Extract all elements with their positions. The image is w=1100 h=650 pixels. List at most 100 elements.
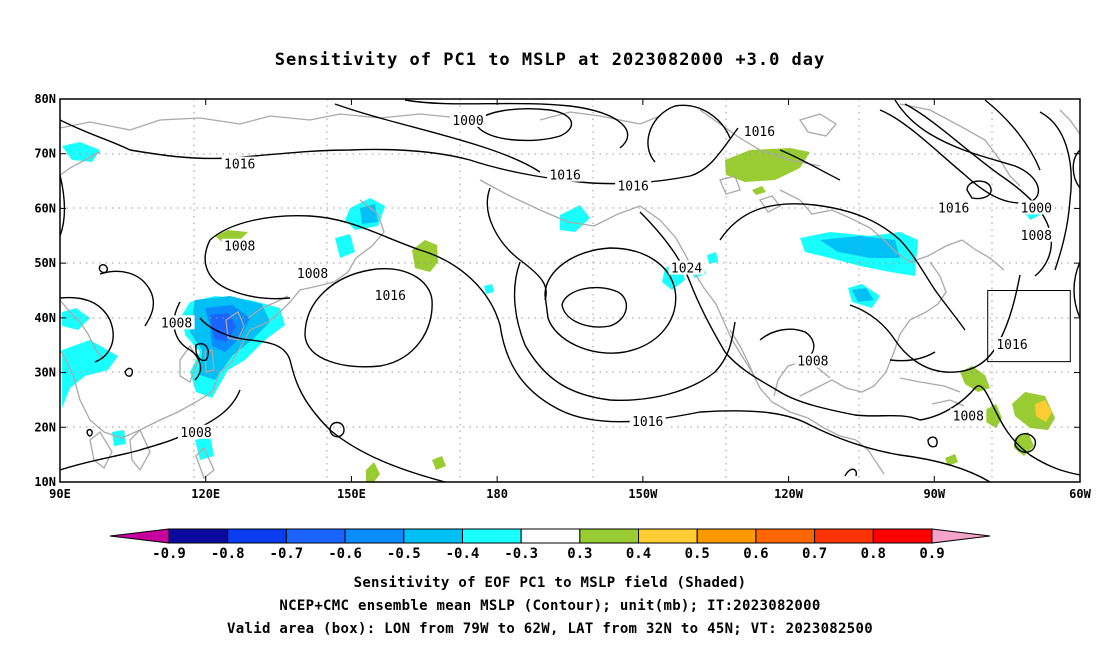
lon-tick-label: 90E (49, 487, 71, 501)
colorbar-low-triangle (109, 528, 170, 544)
coastline (729, 329, 757, 381)
lat-tick-label: 40N (34, 311, 56, 325)
shade-positive (725, 148, 810, 182)
lon-tick-label: 120W (774, 487, 804, 501)
mslp-contour (927, 436, 938, 448)
shade-negative (62, 308, 90, 330)
coastline (961, 239, 1005, 271)
contour-label-bg (994, 337, 1030, 352)
shade-negative (484, 284, 494, 294)
coastline (719, 175, 741, 195)
mslp-contour (919, 385, 1080, 476)
colorbar-label: -0.4 (446, 546, 480, 562)
contour-label: 1008 (180, 426, 211, 441)
shade-positive (960, 366, 990, 392)
colorbar-swatch (755, 528, 816, 544)
contour-label-bg (668, 260, 705, 275)
contour-label-bg (1018, 227, 1055, 242)
coastline (204, 349, 215, 373)
mslp-contour (209, 215, 991, 482)
coastline (1059, 109, 1080, 135)
valid-area-box (987, 290, 1071, 363)
colorbar-label: 0.4 (626, 546, 651, 562)
contour-label: 1016 (996, 338, 1027, 353)
shade-positive (412, 240, 438, 272)
contour-label-bg (221, 238, 258, 253)
colorbar-label: 0.9 (919, 546, 944, 562)
contour-label-bg (294, 266, 331, 281)
contour-label: 1016 (617, 180, 648, 195)
shade-negative-strong (360, 204, 378, 224)
coastline (639, 205, 857, 441)
colorbar-swatch (579, 528, 640, 544)
shade-positive (366, 462, 380, 482)
mslp-contour (334, 103, 541, 173)
mslp-contour (779, 149, 841, 181)
lon-tick-label: 60W (1069, 487, 1091, 501)
colorbar-label: 0.8 (861, 546, 886, 562)
mslp-contour (904, 103, 1052, 277)
colorbar-swatch (696, 528, 757, 544)
colorbar-swatch (168, 528, 229, 544)
mslp-contour (1073, 261, 1080, 319)
contour-label-bg (741, 123, 778, 138)
shade-positive (945, 454, 958, 466)
contour-label: 1016 (375, 289, 406, 304)
lat-tick-label: 50N (34, 256, 56, 270)
mslp-contour (404, 99, 629, 149)
contour-label: 1016 (549, 169, 580, 184)
mslp-contour (329, 421, 345, 438)
coastline (195, 446, 215, 480)
shade-positive (985, 404, 1002, 428)
coastline (798, 113, 837, 137)
coastline (799, 261, 947, 397)
mslp-contour (98, 263, 109, 274)
contour-label: 1016 (224, 158, 255, 173)
colorbar-label: -0.8 (211, 546, 245, 562)
mslp-contour (304, 268, 433, 368)
contour-label-bg (1018, 200, 1055, 215)
mslp-contour (195, 343, 209, 362)
contour-label-bg (547, 167, 584, 182)
lat-tick-label: 70N (34, 147, 56, 161)
coastline (60, 151, 101, 176)
mslp-contour (1072, 149, 1080, 189)
mslp-contour (475, 108, 573, 142)
mslp-contours (60, 99, 1080, 482)
colorbar-high-triangle (931, 528, 991, 544)
contour-label-bg (615, 178, 652, 193)
shade-negative (560, 205, 590, 232)
mslp-contour (99, 270, 154, 327)
contour-label-bg (372, 287, 409, 302)
shade-negative (335, 234, 355, 258)
contour-label: 1016 (744, 125, 775, 140)
mslp-contour (889, 351, 936, 362)
mslp-contour (60, 389, 241, 471)
colorbar-label: -0.6 (328, 546, 362, 562)
mslp-contour (60, 296, 114, 363)
mslp-contour (1039, 111, 1072, 271)
shade-positive (752, 186, 766, 195)
mslp-contour (513, 261, 736, 401)
lon-tick-label: 150W (628, 487, 658, 501)
coastline (931, 399, 965, 407)
lat-tick-label: 80N (34, 92, 56, 106)
colorbar-swatch (872, 528, 933, 544)
contour-label: 1008 (297, 267, 328, 282)
contour-label-bg (178, 424, 214, 439)
coastline (899, 103, 1021, 187)
contour-label: 1016 (938, 201, 969, 216)
colorbar-swatch (461, 528, 522, 544)
shade-negative-strong (820, 236, 900, 258)
shade-negative-strong (210, 313, 236, 342)
colorbar-swatch (403, 528, 463, 544)
coastline (479, 179, 641, 227)
colorbar-swatch (638, 528, 698, 544)
coastlines (60, 103, 1080, 480)
map-frame (59, 98, 1081, 483)
colorbar-label: 0.6 (743, 546, 768, 562)
coastline (699, 109, 821, 167)
contour-label: 1008 (1021, 229, 1052, 244)
